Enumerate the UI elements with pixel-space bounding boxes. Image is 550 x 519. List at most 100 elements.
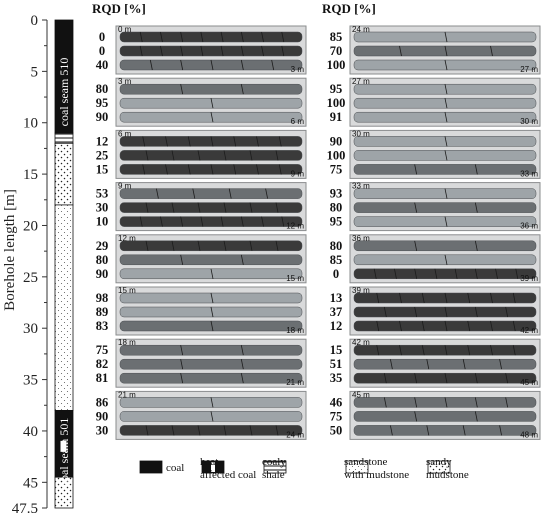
box-top-depth: 9 m	[118, 182, 132, 191]
core-fracture	[210, 98, 214, 109]
core-fracture	[210, 397, 214, 408]
core-fracture	[414, 397, 418, 408]
legend-label: shale	[262, 469, 285, 481]
core-fracture	[490, 345, 493, 356]
rqd-value: 75	[96, 343, 109, 357]
core-fracture	[444, 373, 448, 384]
rqd-value: 82	[96, 357, 109, 371]
core-run	[119, 45, 303, 57]
core-fracture	[197, 150, 201, 161]
core-fracture	[256, 164, 259, 175]
core-fracture	[414, 411, 418, 422]
box-top-depth: 3 m	[118, 77, 132, 86]
core-fracture	[139, 45, 143, 57]
core-fracture	[197, 425, 201, 436]
core-fracture	[142, 136, 146, 147]
rqd-value: 81	[96, 371, 109, 385]
rqd-header-right: RQD [%]	[322, 1, 376, 16]
core-fracture	[240, 216, 244, 227]
core-fracture	[261, 31, 264, 43]
core-fracture	[474, 202, 478, 213]
core-run	[353, 268, 537, 280]
legend-swatch	[427, 460, 451, 474]
rqd-value: 53	[96, 187, 109, 201]
core-fracture	[210, 59, 214, 71]
core-fracture	[490, 45, 493, 57]
core-fracture	[499, 425, 502, 436]
rqd-value: 13	[330, 291, 343, 305]
core-fracture	[421, 320, 425, 332]
core-run	[353, 358, 537, 370]
rqd-value: 100	[327, 96, 346, 110]
core-fracture	[261, 216, 264, 227]
core-fracture	[495, 268, 498, 279]
core-fracture	[444, 31, 448, 43]
log-unit-coaly-shale	[54, 132, 74, 144]
rqd-value: 30	[96, 201, 109, 215]
core-fracture	[210, 320, 214, 332]
core-fracture	[180, 59, 184, 71]
core-fracture	[444, 216, 448, 227]
core-fracture	[383, 306, 387, 318]
rqd-value: 35	[330, 371, 343, 385]
core-fracture	[414, 240, 418, 251]
core-fracture	[187, 164, 191, 175]
box-top-depth: 27 m	[352, 77, 370, 86]
core-fracture	[160, 216, 163, 227]
core-fracture	[210, 136, 214, 147]
box-bottom-depth: 48 m	[520, 430, 538, 439]
core-fracture	[505, 306, 509, 318]
tick-label: 30	[23, 321, 38, 337]
legend-item-coal: coal	[139, 460, 184, 474]
core-fracture	[474, 268, 478, 279]
log-unit-sandy-mudstone	[54, 476, 74, 509]
core-fracture	[192, 188, 196, 199]
core-fracture	[220, 31, 224, 43]
core-fracture	[228, 188, 232, 199]
core-fracture	[474, 411, 478, 422]
core-fracture	[249, 202, 253, 213]
box-top-depth: 15 m	[118, 286, 136, 295]
box-bottom-depth: 33 m	[520, 169, 538, 178]
box-top-depth: 36 m	[352, 234, 370, 243]
legend-swatch	[263, 460, 287, 474]
core-fracture	[210, 268, 214, 279]
core-fracture	[240, 45, 244, 57]
core-fracture	[197, 202, 201, 213]
tick-label: 15	[23, 167, 38, 183]
core-fracture	[434, 268, 438, 279]
depth-axis: 0 5 10 15 20 25 30 35 40 45 47.5 Borehole length […	[2, 13, 48, 517]
tick-label: 25	[23, 270, 38, 286]
box-top-depth: 12 m	[118, 234, 136, 243]
tick-label: 45	[23, 475, 38, 491]
core-fracture	[444, 59, 448, 71]
rqd-value: 15	[330, 343, 343, 357]
rqd-value: 46	[330, 395, 343, 409]
core-fracture	[444, 136, 448, 147]
box-top-depth: 42 m	[352, 338, 370, 347]
core-fracture	[233, 136, 237, 147]
core-fracture	[414, 164, 418, 175]
rqd-value: 12	[330, 319, 343, 333]
coal-seam-510-label: coal seam 510	[57, 58, 71, 127]
box-top-depth: 21 m	[118, 390, 136, 399]
core-fracture	[281, 216, 285, 227]
core-fracture	[149, 59, 153, 71]
core-fracture	[275, 240, 279, 251]
core-fracture	[444, 306, 448, 318]
core-fracture	[200, 31, 204, 43]
core-run	[119, 150, 303, 161]
core-fracture	[281, 31, 285, 43]
core-fracture	[454, 268, 458, 279]
core-fracture	[210, 306, 214, 318]
rqd-value: 70	[330, 44, 343, 58]
